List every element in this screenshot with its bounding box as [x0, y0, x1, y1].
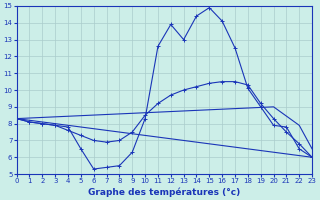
X-axis label: Graphe des températures (°c): Graphe des températures (°c) [88, 187, 241, 197]
